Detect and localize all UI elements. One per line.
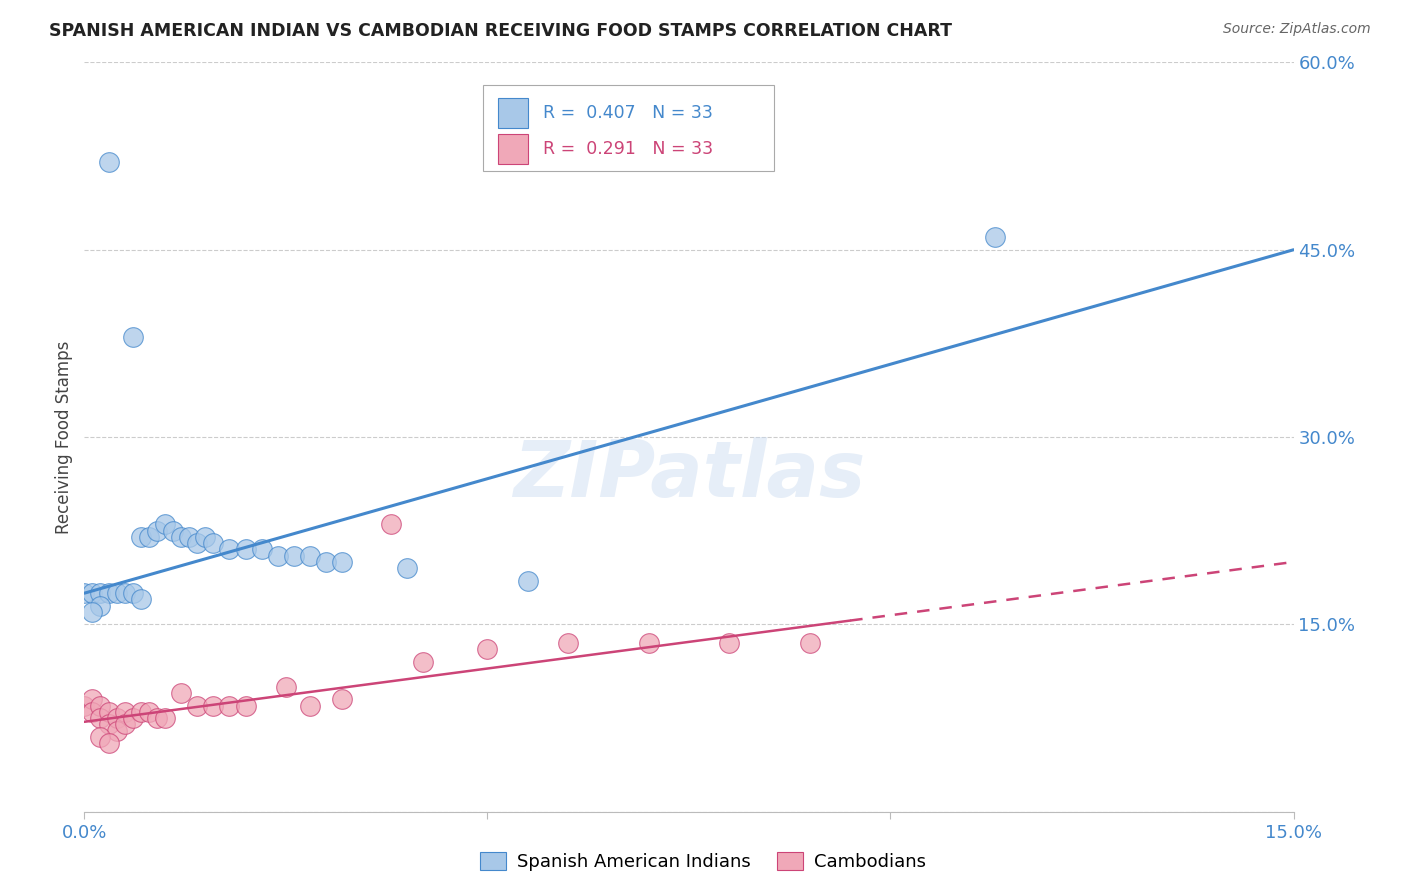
Point (129, 705, 152, 719)
Point (121, 586, 143, 600)
Point (235, 698, 257, 713)
Point (718, 636, 741, 650)
Point (89, 599, 111, 613)
Point (330, 555, 353, 569)
Point (114, 717, 136, 731)
Point (97, 586, 120, 600)
Text: ZIPatlas: ZIPatlas (513, 436, 865, 513)
Point (82, 605, 104, 619)
Point (162, 524, 184, 538)
Point (146, 524, 169, 538)
Point (97, 705, 120, 719)
Text: R =  0.407   N = 33: R = 0.407 N = 33 (543, 104, 713, 122)
Point (170, 686, 193, 700)
Point (105, 586, 128, 600)
Y-axis label: Receiving Food Stamps: Receiving Food Stamps (55, 341, 73, 533)
Point (267, 549, 290, 563)
Point (89, 586, 111, 600)
Point (97, 736, 120, 750)
Text: SPANISH AMERICAN INDIAN VS CAMBODIAN RECEIVING FOOD STAMPS CORRELATION CHART: SPANISH AMERICAN INDIAN VS CAMBODIAN REC… (49, 22, 952, 40)
Point (153, 517, 176, 532)
Point (186, 698, 208, 713)
Text: Source: ZipAtlas.com: Source: ZipAtlas.com (1223, 22, 1371, 37)
Legend: Spanish American Indians, Cambodians: Spanish American Indians, Cambodians (474, 846, 932, 879)
Point (82, 692, 104, 706)
Point (799, 636, 821, 650)
Point (129, 592, 152, 607)
Point (89, 711, 111, 725)
Point (477, 642, 499, 657)
Point (516, 574, 538, 588)
Point (82, 705, 104, 719)
Point (73, 698, 96, 713)
Point (138, 530, 160, 544)
Point (412, 655, 434, 669)
Point (82, 586, 104, 600)
Point (330, 692, 353, 706)
Point (299, 698, 322, 713)
Point (121, 711, 143, 725)
FancyBboxPatch shape (484, 85, 773, 171)
Point (121, 330, 143, 344)
Point (89, 698, 111, 713)
Point (218, 542, 240, 557)
Point (235, 542, 257, 557)
Point (97, 717, 120, 731)
Point (218, 698, 240, 713)
Point (114, 586, 136, 600)
Point (194, 530, 217, 544)
FancyBboxPatch shape (498, 134, 529, 163)
Text: R =  0.291   N = 33: R = 0.291 N = 33 (543, 140, 713, 158)
Point (114, 705, 136, 719)
Point (105, 711, 128, 725)
Point (250, 542, 273, 557)
Point (274, 680, 297, 694)
Point (299, 549, 322, 563)
Point (315, 555, 337, 569)
Point (170, 530, 193, 544)
Point (146, 711, 169, 725)
Point (202, 536, 225, 550)
Point (89, 730, 111, 744)
Point (395, 561, 418, 575)
Point (984, 230, 1007, 244)
Point (179, 530, 201, 544)
Point (202, 698, 225, 713)
Point (138, 705, 160, 719)
Point (637, 636, 659, 650)
Point (153, 711, 176, 725)
Point (129, 530, 152, 544)
Point (105, 723, 128, 738)
Point (97, 155, 120, 169)
FancyBboxPatch shape (498, 98, 529, 128)
Point (283, 549, 305, 563)
Point (557, 636, 579, 650)
Point (73, 586, 96, 600)
Point (380, 517, 402, 532)
Point (186, 536, 208, 550)
